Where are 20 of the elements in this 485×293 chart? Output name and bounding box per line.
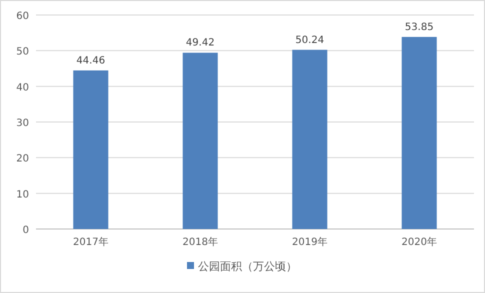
y-tick-label: 0: [22, 225, 29, 236]
x-tick-label: 2019年: [292, 236, 328, 248]
y-tick-label: 60: [16, 11, 29, 22]
bar: [182, 52, 218, 229]
data-label: 44.46: [76, 55, 106, 66]
y-tick-label: 50: [16, 46, 29, 58]
y-tick-label: 30: [16, 118, 29, 129]
y-tick-label: 20: [16, 154, 29, 165]
y-tick-label: 40: [16, 82, 29, 94]
legend-label: 公园面积（万公顷）: [198, 260, 297, 273]
data-label: 53.85: [404, 22, 434, 33]
y-tick-label: 10: [16, 189, 29, 200]
x-tick-label: 2017年: [73, 236, 108, 248]
bar: [292, 50, 328, 229]
data-label: 49.42: [186, 38, 215, 49]
x-tick-label: 2020年: [402, 236, 437, 248]
data-label: 50.24: [295, 34, 324, 46]
bar: [73, 70, 108, 229]
x-tick-label: 2018年: [182, 236, 218, 248]
bar: [402, 36, 437, 229]
